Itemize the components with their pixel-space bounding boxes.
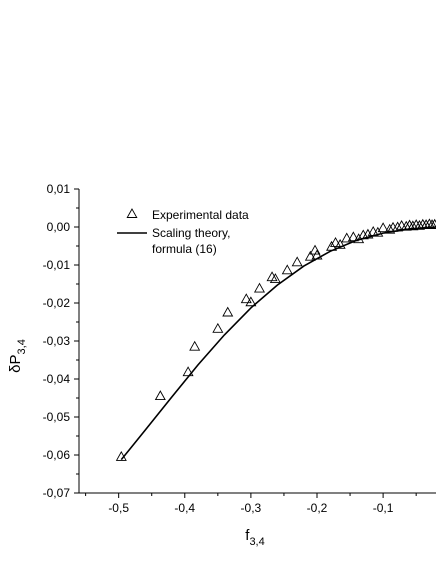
data-point [115,450,127,461]
scaling-theory-line [120,226,436,461]
data-point [212,322,224,333]
data-point [291,256,303,267]
legend: Experimental data Scaling theory, formula … [117,208,249,256]
data-point [245,296,257,307]
data-point [182,366,194,377]
legend-label-experimental: Experimental data [152,208,249,222]
data-point [377,222,389,233]
scaling-theory-series [120,226,436,461]
data-point [347,231,359,242]
data-point [189,340,201,351]
y-tick-label: -0,02 [43,296,71,310]
data-point [423,218,435,229]
data-point [329,237,342,247]
data-point [253,282,266,293]
experimental-data-series [115,218,436,461]
data-point [281,264,293,275]
legend-label-scaling-line1: Scaling theory, [152,226,231,240]
data-point [400,220,412,231]
y-tick-label: -0,06 [43,448,71,462]
data-point [413,219,425,230]
data-point [326,240,338,251]
x-axis: -0,5 -0,4 -0,3 -0,2 -0,1 [85,493,417,515]
y-tick-label: -0,05 [43,410,71,424]
data-point [240,293,252,304]
legend-marker-experimental [126,208,138,218]
plot-frame [78,189,436,494]
data-point [429,218,436,229]
legend-label-scaling-line2: formula (16) [152,242,217,256]
data-point [357,229,369,240]
y-tick-label: -0,01 [43,258,71,272]
y-axis: 0,01 0,00 -0,01 -0,02 -0,03 -0,04 -0,05 -0,06 -0… [43,182,79,500]
x-tick-label: -0,4 [174,501,195,515]
data-point [404,219,416,230]
y-tick-label: -0,04 [43,372,71,386]
x-tick-label: -0,1 [373,501,394,515]
data-point [334,238,346,249]
data-point [392,221,404,232]
y-tick-label: -0,07 [43,486,71,500]
x-tick-label: -0,3 [241,501,262,515]
data-point [384,223,396,234]
y-tick-label: 0,00 [47,220,71,234]
data-point [154,390,166,401]
y-tick-label: 0,01 [47,182,71,196]
x-tick-label: -0,2 [307,501,328,515]
data-point [304,250,316,261]
data-point [362,228,374,239]
x-tick-label: -0,5 [108,501,129,515]
data-point [420,219,432,230]
data-point [269,273,281,284]
y-axis-label: δP3,4 [7,339,28,373]
data-point [407,220,419,231]
data-point [341,232,353,243]
data-point [311,249,323,260]
x-axis-label: f3,4 [245,527,264,548]
data-point [410,219,422,230]
y-tick-label: -0,03 [43,334,71,348]
data-point [222,306,234,317]
